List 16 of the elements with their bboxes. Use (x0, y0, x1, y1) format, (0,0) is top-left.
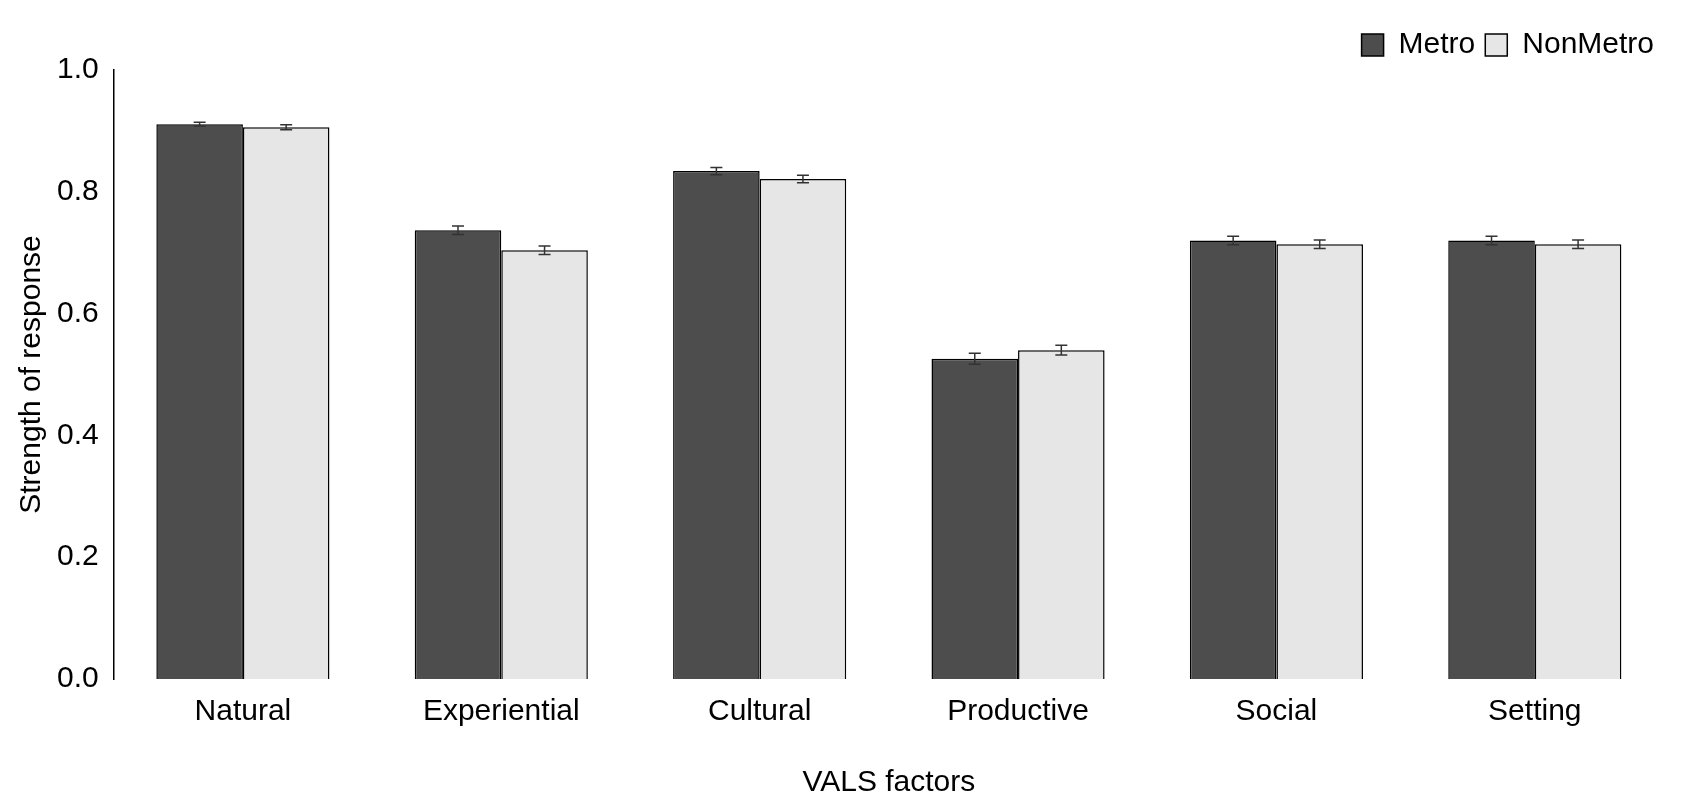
y-tick-label: 0.2 (56, 538, 99, 572)
x-tick-label: Cultural (707, 693, 812, 727)
x-tick-label: Social (1235, 693, 1318, 727)
y-tick-label: 0.8 (56, 173, 99, 207)
x-tick-label: Experiential (422, 693, 580, 727)
y-tick-label: 0.6 (56, 294, 99, 328)
x-tick-label: Productive (947, 693, 1089, 727)
y-tick-label: 1.0 (56, 51, 99, 85)
legend-label: NonMetro (1522, 26, 1654, 60)
y-axis-title: Strength of response (13, 235, 47, 514)
y-tick-label: 0.0 (56, 660, 99, 694)
x-tick-label: Natural (194, 693, 292, 727)
y-tick-label: 0.4 (56, 416, 99, 450)
x-tick-label: Setting (1488, 693, 1582, 727)
x-axis-title: VALS factors (802, 764, 976, 798)
legend-label: Metro (1398, 26, 1476, 60)
